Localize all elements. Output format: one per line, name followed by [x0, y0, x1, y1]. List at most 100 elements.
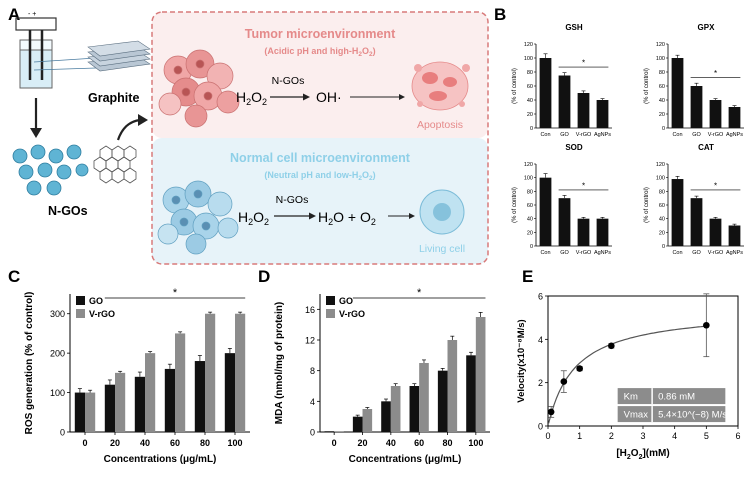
living-cell-icon — [419, 189, 465, 235]
ros-ylabel: ROS generation (% of control) — [24, 292, 35, 435]
cat-bar — [709, 218, 722, 246]
mda-bar-go — [409, 386, 420, 432]
gpx-category-label: AgNPs — [726, 132, 743, 138]
normal-title: Normal cell microenvironment — [230, 151, 411, 165]
ros-bar-v-rgo — [175, 333, 186, 432]
gpx-category-label: GO — [692, 132, 701, 138]
gsh-bar — [596, 100, 609, 128]
curved-arrow-icon — [116, 114, 148, 141]
gsh-ytick-label: 120 — [524, 42, 533, 48]
ros-xtick-label: 20 — [110, 438, 120, 448]
mda-legend-swatch — [326, 309, 335, 318]
kinetics-ytick-label: 6 — [538, 292, 543, 302]
kinetics-table-label: Km — [624, 392, 638, 403]
sod-bar — [539, 177, 552, 246]
gpx-bar — [728, 107, 741, 128]
normal-subtitle: (Neutral pH and low-H2O2) — [264, 170, 375, 182]
kinetics-data-point — [576, 365, 583, 372]
gsh-bar — [577, 93, 590, 128]
sod-ylabel: (% of control) — [512, 187, 518, 223]
sod-bar — [558, 198, 571, 246]
tumor-cells-icon — [158, 49, 240, 128]
gsh-ytick-label: 20 — [527, 112, 533, 118]
kinetics-table-value: 0.86 mM — [658, 392, 695, 403]
kinetics-xtick-label: 4 — [672, 431, 677, 441]
mda-bar-v-rgo — [362, 409, 373, 432]
cat-title: CAT — [698, 143, 714, 152]
chart-mda: MDA (nmol/mg of protein) Concentrations (… — [274, 287, 490, 465]
kinetics-data-point — [547, 408, 555, 416]
sod-category-label: V-rGO — [576, 250, 592, 256]
kinetics-xtick-label: 6 — [735, 431, 740, 441]
graphite-stack-icon — [87, 40, 151, 72]
ros-bar-go — [194, 361, 205, 432]
gpx-ytick-label: 40 — [659, 98, 665, 104]
mda-xtick-label: 40 — [386, 438, 396, 448]
chart-gpx: GPX (% of control) 0 20 40 60 80 100 120 Con GO V-r… — [644, 23, 744, 138]
mda-significance-star: * — [417, 287, 422, 299]
gpx-category-label: V-rGO — [708, 132, 724, 138]
gpx-ytick-label: 100 — [656, 56, 665, 62]
cat-bar — [690, 198, 703, 246]
ros-bar-go — [104, 384, 115, 432]
mda-xtick-label: 20 — [357, 438, 367, 448]
mda-ytick-label: 0 — [310, 428, 315, 438]
kinetics-data-point — [703, 321, 710, 329]
microenvironment-frame — [151, 11, 489, 265]
cat-bar — [671, 179, 684, 246]
kinetics-data-point — [608, 342, 615, 350]
cat-ytick-label: 80 — [659, 189, 665, 195]
ngos-label: N-GOs — [48, 204, 88, 218]
gsh-category-label: Con — [540, 132, 550, 138]
gpx-category-label: Con — [672, 132, 682, 138]
tumor-product: OH· — [316, 89, 342, 105]
gsh-significance-star: * — [582, 59, 585, 68]
kinetics-fit-curve — [548, 325, 707, 424]
gpx-ytick-label: 60 — [659, 84, 665, 90]
gpx-ytick-label: 20 — [659, 112, 665, 118]
gsh-title: GSH — [565, 23, 583, 32]
ros-bar-go — [224, 353, 235, 432]
ros-bar-go — [134, 376, 145, 432]
kinetics-ylabel: Velocity(x10⁻⁸M/s) — [516, 319, 527, 402]
ros-ytick-label: 200 — [50, 349, 65, 359]
tumor-catalyst: N-GOs — [272, 75, 305, 87]
normal-cells-icon — [157, 180, 239, 255]
ros-xtick-label: 40 — [140, 438, 150, 448]
living-cell-label: Living cell — [419, 243, 465, 255]
panel-a: A - + Graphite — [8, 5, 489, 265]
sod-category-label: Con — [540, 250, 550, 256]
kinetics-xlabel-part: O — [631, 448, 639, 459]
panel-letter-b: B — [494, 5, 506, 24]
ros-xtick-label: 60 — [170, 438, 180, 448]
mda-bar-v-rgo — [334, 431, 344, 432]
gsh-ytick-label: 80 — [527, 70, 533, 76]
chart-sod: SOD (% of control) 0 20 40 60 80 100 120 Con GO V-r… — [512, 143, 612, 256]
kinetics-ytick-label: 4 — [538, 335, 543, 345]
mda-legend-label: GO — [339, 296, 353, 306]
kinetics-table-row — [617, 406, 726, 423]
gsh-ytick-label: 60 — [527, 84, 533, 90]
down-arrow-icon — [30, 98, 42, 138]
kinetics-xlabel: [H2O2](mM) — [616, 448, 669, 461]
cat-ytick-label: 40 — [659, 217, 665, 223]
kinetics-xlabel-sub: 2 — [627, 454, 631, 461]
panel-letter-e: E — [522, 267, 533, 286]
gpx-significance-star: * — [714, 69, 717, 78]
mda-bar-go — [437, 370, 448, 432]
cat-ytick-label: 60 — [659, 203, 665, 209]
sod-category-label: AgNPs — [594, 250, 611, 256]
ros-ytick-label: 300 — [50, 309, 65, 319]
gpx-bar — [690, 86, 703, 128]
gpx-ytick-label: 80 — [659, 70, 665, 76]
sod-significance-star: * — [582, 181, 585, 190]
gsh-bar — [539, 58, 552, 128]
ros-bar-v-rgo — [115, 372, 126, 432]
gsh-ytick-label: 0 — [530, 126, 533, 132]
cat-ylabel: (% of control) — [644, 187, 650, 223]
ros-legend-swatch — [76, 309, 85, 318]
mda-bar-v-rgo — [447, 340, 458, 432]
mda-ytick-label: 12 — [305, 336, 315, 346]
cat-bar — [728, 225, 741, 246]
